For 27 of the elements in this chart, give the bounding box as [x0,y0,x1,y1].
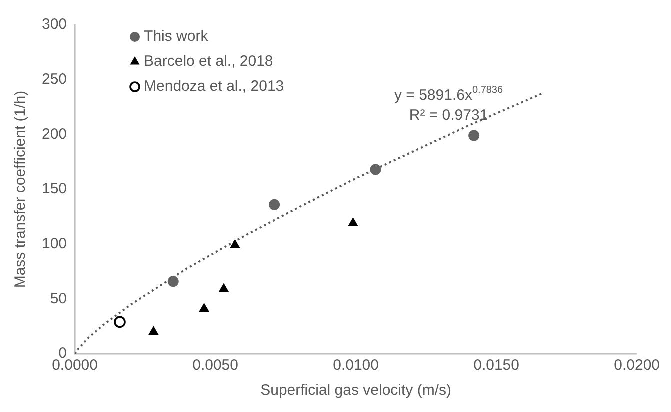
point [370,164,382,176]
y-tick-label: 50 [50,290,68,308]
point [199,304,210,312]
y-tick-label: 100 [42,235,68,252]
point [148,326,159,336]
point [269,199,280,210]
point [230,240,240,248]
point [168,276,179,288]
x-tick-label: 0.0150 [474,357,520,374]
x-axis-title: Superficial gas velocity (m/s) [260,382,452,400]
y-tick-label: 300 [42,16,68,34]
y-tick-label: 150 [42,180,68,198]
x-tick-label: 0.0100 [333,357,379,374]
point [468,130,480,142]
legend-label: Barcelo et al., 2018 [144,53,274,70]
y-tick-label: 200 [42,126,68,143]
legend-label: Mendoza et al., 2013 [144,78,284,96]
x-tick-label: 0.0050 [192,357,238,374]
x-tick-label: 0.0000 [52,357,98,374]
y-tick-label: 250 [42,70,68,88]
legend-label: This work [144,28,209,46]
point [114,316,126,328]
x-tick-label: 0.0200 [614,357,660,374]
y-axis-title: Mass transfer coefficient (1/h) [12,90,30,288]
point [348,218,358,226]
annotation: R² = 0.9731 [409,107,488,124]
point [219,284,229,292]
